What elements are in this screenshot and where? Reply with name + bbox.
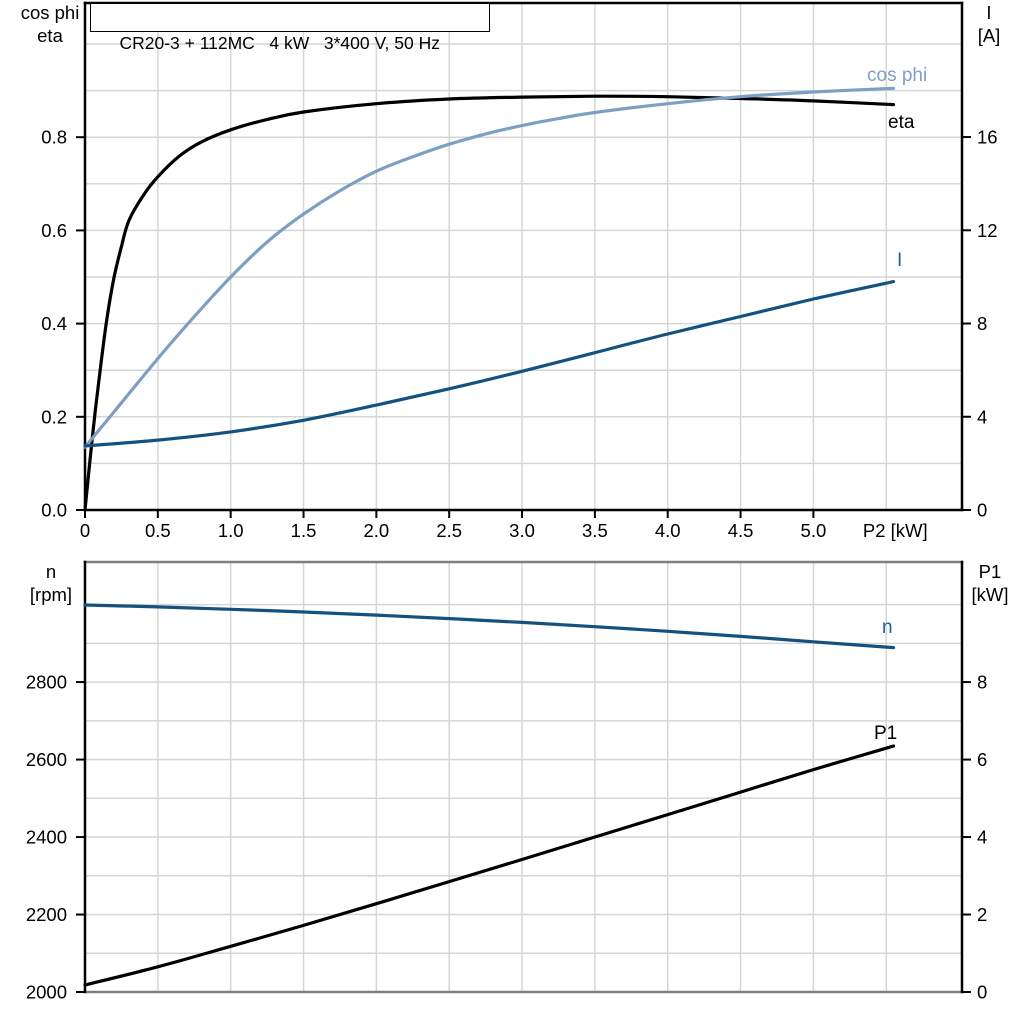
motor-electrical-curves-chart: 0.0 0.2 0.4 0.6 0.8 0 4 8 12 16 0 0.5 1.0 1.5 2.0 2.5 3.… bbox=[41, 1, 998, 541]
right-axis-tick-label: 16 bbox=[977, 127, 998, 148]
n-curve bbox=[83, 603, 896, 650]
cos-phi-curve bbox=[83, 86, 896, 449]
left-axis-title-line2: [rpm] bbox=[29, 584, 73, 605]
x-axis-tick-label: 3.0 bbox=[509, 520, 535, 541]
right-axis-tick-label: 0 bbox=[977, 982, 987, 1003]
x-axis-tick-label: 4.0 bbox=[655, 520, 681, 541]
x-axis-tick-label: 1.5 bbox=[291, 520, 317, 541]
motor-speed-power-curves-chart: 2000 2200 2400 2600 2800 0 2 4 6 8 n P1 bbox=[26, 560, 987, 1003]
right-axis-title-line1: P1 bbox=[978, 561, 1002, 582]
right-axis-tick-label: 2 bbox=[977, 904, 987, 925]
x-axis-tick-label: 1.0 bbox=[218, 520, 244, 541]
i-curve-label: I bbox=[897, 250, 902, 271]
right-axis-title-line2: [kW] bbox=[971, 584, 1009, 605]
x-axis-tick-label: 0.5 bbox=[145, 520, 171, 541]
left-axis-tick-label: 2000 bbox=[26, 982, 67, 1003]
x-axis-tick-label: 0 bbox=[80, 520, 90, 541]
left-axis-title-line1: cos phi bbox=[20, 2, 80, 23]
left-axis-tick-label: 0.2 bbox=[41, 406, 67, 427]
x-axis-tick-label: 3.5 bbox=[582, 520, 608, 541]
left-axis-title-line2: eta bbox=[37, 25, 63, 46]
chart-title: CR20-3 + 112MC 4 kW 3*400 V, 50 Hz bbox=[119, 33, 440, 53]
left-axis-tick-label: 2200 bbox=[26, 904, 67, 925]
top-chart-right-axis-title: I [A] bbox=[956, 1, 1022, 47]
left-axis-tick-label: 0.6 bbox=[41, 220, 67, 241]
left-axis-tick-label: 0.4 bbox=[41, 313, 67, 334]
right-axis-title-line1: I bbox=[986, 2, 992, 23]
i-curve bbox=[83, 280, 896, 448]
x-axis-tick-label: 2.0 bbox=[364, 520, 390, 541]
eta-curve bbox=[83, 94, 896, 512]
right-axis-tick-label: 0 bbox=[977, 500, 987, 521]
chart-title-box: CR20-3 + 112MC 4 kW 3*400 V, 50 Hz bbox=[90, 3, 490, 53]
p1-curve bbox=[83, 744, 896, 987]
right-axis-title-line2: [A] bbox=[977, 25, 1001, 46]
top-chart-left-axis-title: cos phi eta bbox=[6, 1, 94, 47]
x-axis-tick-label: 5.0 bbox=[801, 520, 827, 541]
left-axis-tick-label: 2600 bbox=[26, 749, 67, 770]
p1-curve-label: P1 bbox=[874, 723, 897, 744]
x-axis-tick-label: 4.5 bbox=[728, 520, 754, 541]
left-axis-tick-label: 0.8 bbox=[41, 127, 67, 148]
bottom-chart-left-axis-title: n [rpm] bbox=[7, 560, 95, 606]
left-axis-tick-label: 2400 bbox=[26, 827, 67, 848]
right-axis-tick-label: 4 bbox=[977, 406, 987, 427]
right-axis-tick-label: 6 bbox=[977, 749, 987, 770]
x-axis-label: P2 [kW] bbox=[863, 520, 928, 541]
left-axis-title-line1: n bbox=[45, 561, 57, 582]
x-axis-tick-label: 2.5 bbox=[436, 520, 462, 541]
bottom-chart-right-axis-title: P1 [kW] bbox=[957, 560, 1023, 606]
n-curve-label: n bbox=[882, 617, 893, 638]
eta-curve-label: eta bbox=[888, 112, 915, 133]
left-axis-tick-label: 2800 bbox=[26, 672, 67, 693]
cos-phi-curve-label: cos phi bbox=[867, 65, 927, 86]
right-axis-tick-label: 8 bbox=[977, 313, 987, 334]
right-axis-tick-label: 4 bbox=[977, 827, 987, 848]
right-axis-tick-label: 8 bbox=[977, 672, 987, 693]
left-axis-tick-label: 0.0 bbox=[41, 500, 67, 521]
right-axis-tick-label: 12 bbox=[977, 220, 998, 241]
